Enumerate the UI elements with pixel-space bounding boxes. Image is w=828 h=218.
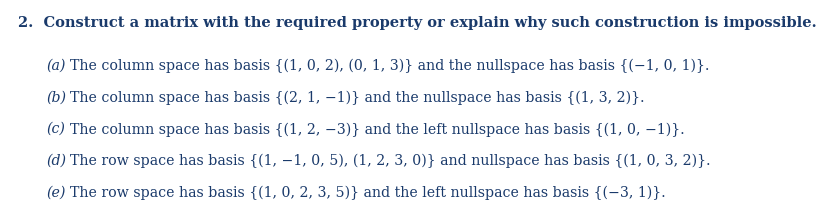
Text: The column space has basis {(1, 0, 2), (0, 1, 3)} and the nullspace has basis {(: The column space has basis {(1, 0, 2), (… [70,58,709,73]
Text: (a): (a) [46,58,65,72]
Text: The column space has basis {(1, 2, −3)} and the left nullspace has basis {(1, 0,: The column space has basis {(1, 2, −3)} … [70,122,684,136]
Text: (e): (e) [46,186,65,200]
Text: 2.  Construct a matrix with the required property or explain why such constructi: 2. Construct a matrix with the required … [17,16,816,31]
Text: The row space has basis {(1, −1, 0, 5), (1, 2, 3, 0)} and nullspace has basis {(: The row space has basis {(1, −1, 0, 5), … [70,154,710,168]
Text: (b): (b) [46,90,65,104]
Text: (d): (d) [46,154,65,168]
Text: The row space has basis {(1, 0, 2, 3, 5)} and the left nullspace has basis {(−3,: The row space has basis {(1, 0, 2, 3, 5)… [70,186,665,200]
Text: The column space has basis {(2, 1, −1)} and the nullspace has basis {(1, 3, 2)}.: The column space has basis {(2, 1, −1)} … [70,90,644,105]
Text: (c): (c) [46,122,65,136]
